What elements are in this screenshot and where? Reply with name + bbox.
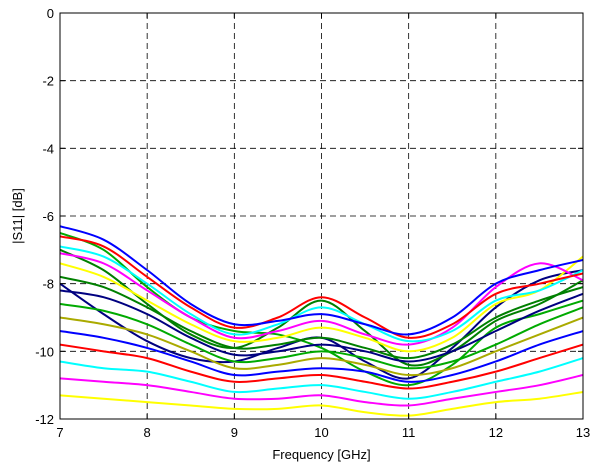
series-line-1 <box>60 225 583 336</box>
series-line-9 <box>60 316 583 377</box>
series-line-7 <box>60 289 583 363</box>
x-axis-label: Frequency [GHz] <box>272 447 370 462</box>
series-lines <box>60 225 583 417</box>
y-tick-labels: 0 -2 -4 -6 -8 -10 -12 <box>35 6 54 427</box>
x-tick-label: 12 <box>489 425 503 440</box>
grid-lines <box>60 13 583 419</box>
series-line-6 <box>60 275 583 360</box>
y-tick-label: -12 <box>35 412 54 427</box>
series-line-8 <box>60 302 583 370</box>
y-tick-label: -4 <box>42 141 54 156</box>
x-tick-label: 10 <box>314 425 328 440</box>
x-tick-labels: 7 8 9 10 11 12 13 <box>56 425 590 440</box>
series-line-13 <box>60 374 583 407</box>
series-line-17 <box>60 231 583 387</box>
y-tick-label: -8 <box>42 277 54 292</box>
series-line-10 <box>60 330 583 383</box>
y-tick-label: 0 <box>47 6 54 21</box>
y-tick-label: -10 <box>35 344 54 359</box>
series-line-4 <box>60 252 583 346</box>
axis-ticks <box>59 12 584 420</box>
y-tick-label: -6 <box>42 209 54 224</box>
series-line-3 <box>60 245 583 343</box>
x-tick-label: 8 <box>144 425 151 440</box>
series-line-12 <box>60 357 583 400</box>
x-tick-label: 9 <box>231 425 238 440</box>
series-line-11 <box>60 343 583 390</box>
y-axis-label: |S11| [dB] <box>10 188 25 244</box>
series-line-5 <box>60 255 583 353</box>
y-tick-label: -2 <box>42 74 54 89</box>
x-tick-label: 11 <box>402 425 416 440</box>
series-line-14 <box>60 390 583 417</box>
series-line-2 <box>60 235 583 339</box>
x-tick-label: 7 <box>56 425 63 440</box>
x-tick-label: 13 <box>576 425 590 440</box>
series-line-15 <box>60 248 583 367</box>
